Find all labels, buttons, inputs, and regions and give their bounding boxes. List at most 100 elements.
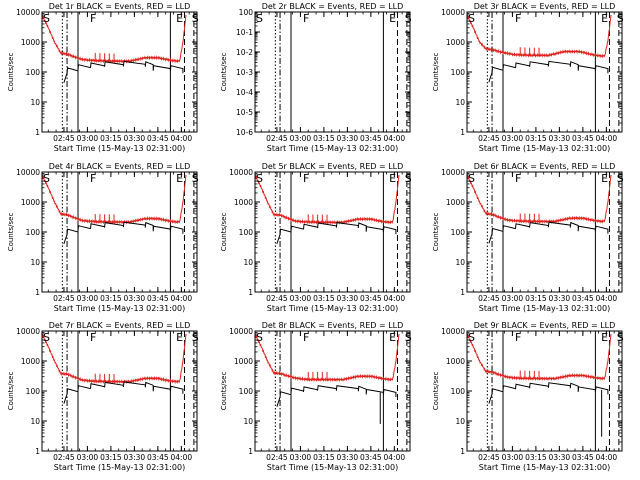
y-tick-label: 10000 [441, 168, 465, 177]
phase-marker: S [468, 172, 475, 185]
x-axis-label: Start Time (15-May-13 02:31:00) [54, 144, 185, 153]
y-tick-label: 10000 [441, 327, 465, 336]
x-tick-label: 03:30 [337, 294, 359, 303]
phase-marker: E [601, 172, 608, 185]
y-tick-label: 1 [35, 288, 40, 297]
y-tick-label: 10 [30, 258, 40, 267]
x-tick-label: 02:45 [266, 294, 288, 303]
y-tick-label: 10000 [16, 168, 40, 177]
plot-area [255, 172, 408, 292]
plot-area [467, 331, 620, 451]
chart-panel-8: Det 8r BLACK = Events, RED = LLD 1 10 100 10… [220, 321, 412, 472]
chart-title: Det 8r BLACK = Events, RED = LLD [262, 321, 404, 330]
x-tick-label: 03:15 [100, 134, 122, 143]
y-axis-label: Counts/sec [7, 53, 15, 92]
plot-area [467, 12, 620, 132]
chart-panel-7: Det 7r BLACK = Events, RED = LLD 1 10 100 10… [7, 321, 199, 472]
plot-area [42, 331, 195, 451]
y-tick-label: 100 [451, 387, 466, 396]
phase-marker: F [303, 172, 309, 185]
series-events-line [63, 381, 184, 404]
chart-title: Det 5r BLACK = Events, RED = LLD [262, 162, 404, 171]
x-tick-label: 03:15 [100, 294, 122, 303]
y-tick-label: 1000 [21, 357, 40, 366]
phase-marker: F [90, 331, 96, 344]
y-axis-label: Counts/sec [432, 213, 440, 252]
y-axis-label: Counts/sec [7, 372, 15, 411]
x-tick-label: 03:15 [313, 453, 335, 462]
plot-frame [466, 330, 623, 452]
x-tick-label: 03:30 [124, 294, 146, 303]
x-tick-label: 03:15 [525, 294, 547, 303]
chart-title: Det 6r BLACK = Events, RED = LLD [474, 162, 616, 171]
phase-marker: S [192, 12, 199, 25]
plot-area [42, 172, 195, 292]
x-axis-label: Start Time (15-May-13 02:31:00) [54, 304, 185, 313]
x-tick-label: 03:45 [360, 134, 382, 143]
x-tick-label: 03:30 [337, 134, 359, 143]
x-tick-label: 04:00 [596, 134, 618, 143]
series-events-line [63, 60, 184, 83]
phase-marker: S [468, 331, 475, 344]
chart-title: Det 2r BLACK = Events, RED = LLD [262, 2, 404, 11]
y-tick-label: 1000 [234, 198, 253, 207]
plot-area [274, 12, 408, 132]
chart-title: Det 4r BLACK = Events, RED = LLD [49, 162, 191, 171]
y-tick-label: 100 [26, 68, 41, 77]
x-axis-label: Start Time (15-May-13 02:31:00) [267, 144, 398, 153]
y-tick-label: 10 [30, 417, 40, 426]
x-tick-label: 04:00 [384, 134, 406, 143]
x-tick-label: 03:45 [572, 294, 594, 303]
x-tick-label: 04:00 [384, 294, 406, 303]
y-axis-label: Counts/sec [432, 372, 440, 411]
x-tick-label: 04:00 [384, 453, 406, 462]
phase-marker: S [617, 172, 624, 185]
x-tick-label: 03:30 [124, 134, 146, 143]
x-tick-label: 02:45 [53, 453, 75, 462]
y-tick-label: 10000 [16, 327, 40, 336]
chart-panel-4: Det 4r BLACK = Events, RED = LLD 1 10 100 10… [7, 162, 199, 313]
series-events-line [488, 382, 609, 404]
y-tick-label: 1 [460, 447, 465, 456]
x-tick-label: 02:45 [53, 294, 75, 303]
phase-marker: F [90, 172, 96, 185]
x-tick-label: 03:00 [290, 134, 312, 143]
x-tick-label: 03:15 [313, 294, 335, 303]
phase-marker: S [617, 12, 624, 25]
plot-frame [254, 11, 411, 133]
x-tick-label: 02:45 [53, 134, 75, 143]
x-tick-label: 03:45 [147, 453, 169, 462]
phase-marker: F [515, 331, 521, 344]
y-tick-label: 10-3 [236, 68, 253, 77]
phase-marker: F [303, 331, 309, 344]
plot-area [467, 172, 620, 292]
x-tick-label: 02:45 [478, 134, 500, 143]
y-tick-label: 1000 [21, 198, 40, 207]
y-tick-label: 10-6 [236, 128, 253, 137]
x-tick-label: 04:00 [596, 453, 618, 462]
phase-marker: S [43, 172, 50, 185]
phase-marker: E [601, 331, 608, 344]
x-axis-label: Start Time (15-May-13 02:31:00) [479, 463, 610, 472]
plot-frame [466, 11, 623, 133]
phase-marker: F [303, 12, 309, 25]
y-tick-label: 100 [239, 8, 254, 17]
phase-marker: S [405, 172, 412, 185]
y-tick-label: 100 [451, 228, 466, 237]
chart-title: Det 9r BLACK = Events, RED = LLD [474, 321, 616, 330]
phase-marker: S [192, 331, 199, 344]
x-tick-label: 04:00 [596, 294, 618, 303]
y-tick-label: 10-5 [236, 108, 253, 117]
chart-title: Det 3r BLACK = Events, RED = LLD [474, 2, 616, 11]
x-tick-label: 03:30 [337, 453, 359, 462]
y-tick-label: 10 [243, 258, 253, 267]
phase-marker: F [515, 172, 521, 185]
y-tick-label: 10000 [229, 168, 253, 177]
y-axis-label: Counts/sec [7, 213, 15, 252]
y-tick-label: 10 [30, 98, 40, 107]
y-tick-label: 10-4 [236, 88, 253, 97]
x-tick-label: 02:45 [478, 453, 500, 462]
x-tick-label: 03:45 [360, 453, 382, 462]
phase-marker: S [405, 12, 412, 25]
phase-marker: S [43, 12, 50, 25]
